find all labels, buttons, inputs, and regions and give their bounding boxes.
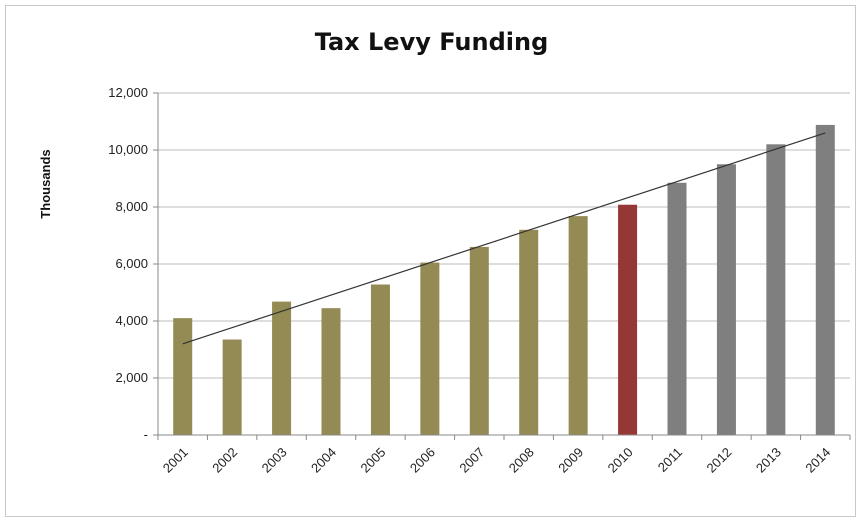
bar-2014 [815, 124, 835, 436]
x-tick-label: 2014 [802, 445, 833, 476]
bars [173, 124, 835, 436]
bar-2002 [222, 339, 242, 435]
x-tick-label: 2008 [506, 445, 537, 476]
bar-2009 [568, 216, 588, 435]
y-tick-label: - [144, 427, 148, 442]
x-tick-label: 2013 [753, 445, 784, 476]
x-tick-label: 2007 [456, 445, 487, 476]
x-tick-label: 2002 [209, 445, 240, 476]
bar-2013 [766, 144, 786, 436]
x-tick-label: 2003 [259, 445, 290, 476]
x-tick-label: 2006 [407, 445, 438, 476]
x-tick-label: 2001 [160, 445, 191, 476]
bar-2005 [370, 284, 390, 435]
bar-2008 [519, 229, 539, 435]
trendline [182, 132, 826, 345]
bar-2011 [667, 182, 687, 435]
y-axis-title: Thousands [38, 149, 53, 218]
x-tick-label: 2009 [555, 445, 586, 476]
bar-2012 [716, 164, 736, 435]
chart-title: Tax Levy Funding [314, 28, 549, 56]
x-tick-label: 2005 [357, 445, 388, 476]
bar-2004 [321, 308, 341, 435]
y-tick-label: 10,000 [108, 142, 148, 157]
y-tick-label: 4,000 [115, 313, 148, 328]
x-tick-label: 2010 [605, 445, 636, 476]
bar-2006 [420, 262, 440, 435]
bar-2001 [173, 318, 193, 435]
bar-2003 [272, 301, 292, 435]
y-tick-label: 2,000 [115, 370, 148, 385]
y-tick-label: 8,000 [115, 199, 148, 214]
y-tick-label: 6,000 [115, 256, 148, 271]
y-tick-label: 12,000 [108, 85, 148, 100]
x-tick-label: 2012 [703, 445, 734, 476]
x-tick-label: 2004 [308, 445, 339, 476]
gridlines [158, 92, 850, 379]
bar-2007 [469, 246, 489, 435]
x-tick-label: 2011 [655, 445, 685, 475]
axes [153, 92, 851, 440]
bar-2010 [618, 204, 638, 435]
trendline-line [182, 132, 826, 345]
